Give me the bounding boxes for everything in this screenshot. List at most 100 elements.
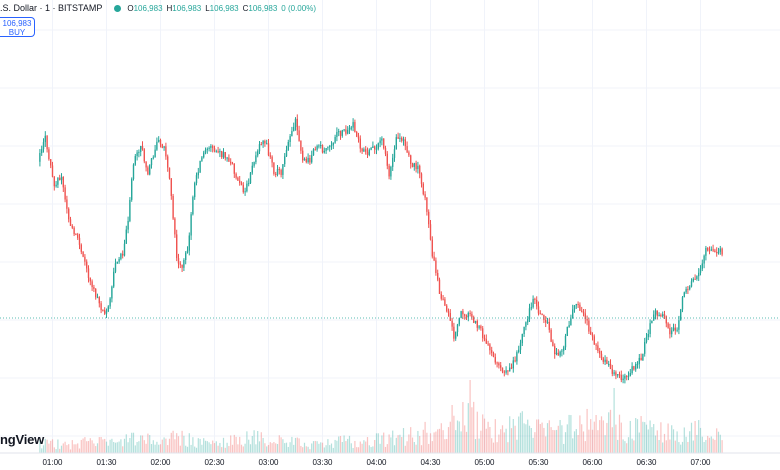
candle-body (606, 359, 608, 365)
volume-bar (717, 431, 720, 453)
volume-bar (190, 444, 192, 453)
volume-bar (478, 438, 480, 453)
volume-bar (651, 427, 653, 453)
candle-body (629, 373, 631, 377)
volume-bar (329, 445, 331, 453)
volume-bar (516, 439, 518, 453)
candle-body (555, 352, 558, 355)
x-tick-label: 06:30 (636, 458, 657, 467)
candle-body (71, 225, 73, 228)
volume-bar (341, 441, 343, 453)
volume-bar (626, 443, 628, 453)
volume-bar (109, 439, 111, 453)
volume-bar (343, 435, 345, 453)
volume-bar (140, 435, 142, 453)
volume-bar (680, 444, 682, 453)
volume-bar (476, 411, 478, 453)
volume-bar (595, 415, 597, 453)
volume-bar (577, 435, 579, 453)
volume-bar (219, 442, 221, 453)
candle-body (150, 158, 153, 166)
volume-bar (489, 427, 491, 453)
volume-bar (226, 442, 228, 453)
candle-body (573, 305, 576, 310)
candle-body (514, 360, 516, 362)
volume-bar (374, 439, 376, 453)
volume-bar (195, 447, 198, 453)
tradingview-watermark: ngView (0, 432, 45, 447)
candle-body (291, 131, 293, 137)
candle-body (564, 335, 567, 348)
candle-body (307, 157, 309, 163)
volume-bar (98, 437, 100, 453)
volume-bar (278, 435, 280, 453)
volume-bar (359, 441, 361, 453)
volume-bar (404, 445, 406, 453)
candle-body (327, 147, 329, 149)
volume-bar (114, 442, 117, 453)
volume-bar (613, 388, 615, 453)
volume-bar (597, 430, 599, 453)
candle-body (217, 151, 219, 153)
candle-body (483, 337, 486, 340)
volume-bar (689, 431, 691, 453)
volume-bar (381, 435, 383, 453)
volume-bar (512, 419, 514, 453)
volume-bar (406, 441, 408, 453)
candle-body (165, 146, 167, 157)
volume-bar (168, 438, 171, 453)
candle-body (543, 315, 545, 320)
volume-bar (222, 437, 225, 453)
candle-body (233, 163, 235, 174)
candle-body (312, 149, 315, 156)
candle-body (714, 250, 716, 253)
volume-bar (563, 443, 565, 453)
candle-body (293, 126, 295, 132)
volume-bar (635, 418, 637, 453)
volume-bar (372, 446, 374, 453)
volume-bar (321, 442, 324, 453)
candle-body (197, 172, 199, 176)
candle-body (460, 311, 462, 318)
volume-bar (336, 440, 338, 453)
volume-bar (266, 446, 268, 453)
volume-bar (291, 436, 293, 453)
candle-body (194, 183, 196, 198)
buy-button[interactable]: 106,983 BUY (0, 17, 35, 37)
candle-body (541, 313, 543, 316)
candle-body (379, 140, 381, 144)
candle-body (397, 137, 399, 139)
volume-bar (66, 445, 68, 453)
candle-body (498, 363, 500, 366)
candle-body (615, 372, 617, 376)
candle-body (141, 145, 144, 150)
volume-bar (654, 435, 657, 453)
candle-body (303, 158, 306, 161)
symbol-title[interactable]: .S. Dollar · 1 · BITSTAMP (0, 3, 103, 13)
candle-body (41, 149, 43, 154)
candle-body (375, 148, 378, 150)
candle-body (152, 157, 154, 159)
volume-bar (141, 435, 144, 453)
candle-body (39, 153, 41, 162)
volume-bar (282, 439, 284, 453)
candle-body (674, 327, 676, 331)
candle-body (228, 157, 230, 162)
candle-body (505, 370, 507, 373)
candle-body (545, 319, 547, 323)
candle-body (305, 158, 307, 163)
candle-body (469, 312, 471, 314)
volume-bar (163, 437, 165, 453)
candle-body (330, 145, 333, 147)
candle-body (149, 165, 151, 175)
candle-body (100, 303, 102, 310)
candle-body (599, 350, 601, 354)
volume-bar (530, 428, 532, 453)
volume-bar (707, 435, 709, 453)
candle-body (131, 178, 133, 200)
candle-body (671, 330, 673, 335)
volume-bar (710, 436, 712, 453)
candle-body (480, 326, 482, 329)
volume-bar (269, 442, 271, 453)
